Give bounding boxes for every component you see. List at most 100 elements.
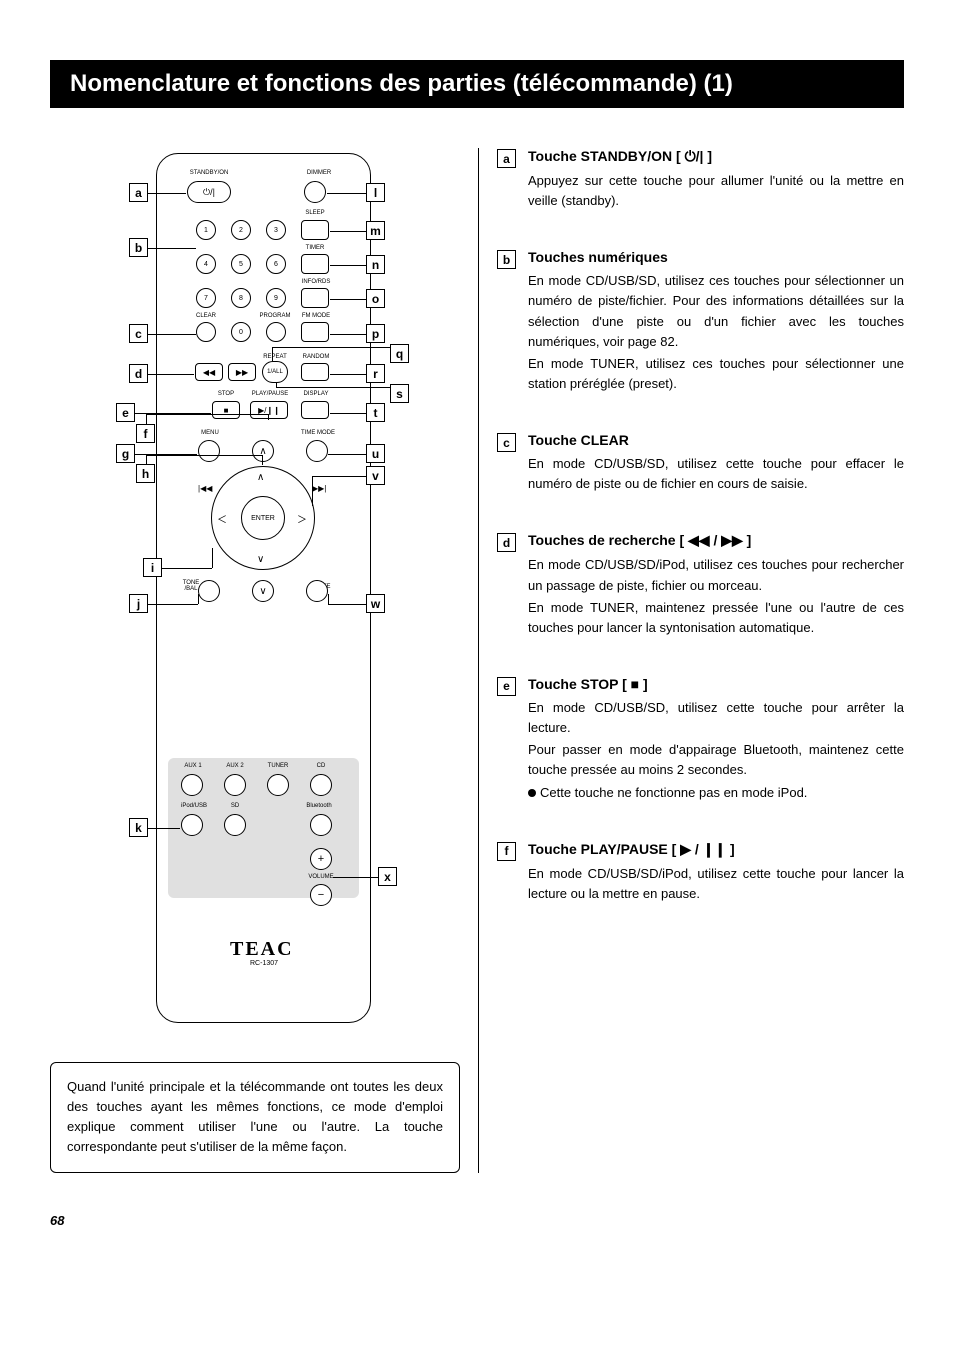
sd-label: SD xyxy=(225,803,245,809)
fm-mode-button[interactable] xyxy=(301,322,329,342)
cl-s-line xyxy=(276,387,390,388)
random-button[interactable] xyxy=(301,363,329,381)
bluetooth-label: Bluetooth xyxy=(299,803,339,809)
standby-on-button[interactable]: ⏻/| xyxy=(187,181,231,203)
section-c-label: c xyxy=(497,433,516,452)
display-button[interactable] xyxy=(301,401,329,419)
repeat-button[interactable]: 1/ALL xyxy=(262,361,288,383)
timer-button[interactable] xyxy=(301,254,329,274)
cd-button[interactable] xyxy=(310,774,332,796)
cl-q-vline2 xyxy=(272,347,273,361)
callout-u: u xyxy=(366,444,385,463)
cl-q-vline xyxy=(390,347,391,355)
tone-bal-button[interactable] xyxy=(198,580,220,602)
program-label: PROGRAM xyxy=(255,313,295,319)
mute-button[interactable] xyxy=(306,580,328,602)
cl-o-line xyxy=(330,299,366,300)
forward-button[interactable]: ▶▶ xyxy=(228,363,256,381)
cl-m-line xyxy=(330,231,366,232)
num-8[interactable]: 8 xyxy=(231,288,251,308)
cl-d-line xyxy=(148,374,194,375)
ipod-usb-button[interactable] xyxy=(181,814,203,836)
prev-track-icon: |◀◀ xyxy=(198,484,212,493)
cl-r-line xyxy=(330,374,366,375)
nav-left-icon: ＜ xyxy=(217,511,227,526)
callout-l: l xyxy=(366,183,385,202)
note-box: Quand l'unité principale et la télécomma… xyxy=(50,1062,460,1173)
num-7[interactable]: 7 xyxy=(196,288,216,308)
cl-t-line xyxy=(330,413,366,414)
enter-button[interactable]: ENTER xyxy=(241,496,285,540)
cl-h-vline2 xyxy=(262,455,263,465)
next-track-icon: ▶▶| xyxy=(312,484,326,493)
num-3[interactable]: 3 xyxy=(266,220,286,240)
cl-i-vline xyxy=(212,548,213,568)
cl-k-line xyxy=(148,828,180,829)
remote-diagram: STANDBY/ON DIMMER ⏻/| SLEEP 1 2 3 TIMER … xyxy=(50,148,460,1038)
program-button[interactable] xyxy=(266,322,286,342)
num-5[interactable]: 5 xyxy=(231,254,251,274)
fm-mode-label: FM MODE xyxy=(296,313,336,319)
time-mode-label: TIME MODE xyxy=(296,430,340,436)
cl-f-vline2 xyxy=(268,414,269,420)
num-0[interactable]: 0 xyxy=(231,322,251,342)
num-9[interactable]: 9 xyxy=(266,288,286,308)
cl-x-line xyxy=(333,877,378,878)
rewind-button[interactable]: ◀◀ xyxy=(195,363,223,381)
sleep-button[interactable] xyxy=(301,220,329,240)
dimmer-label: DIMMER xyxy=(299,170,339,176)
section-a: a Touche STANDBY/ON [ ⏻/| ] Appuyez sur … xyxy=(497,148,904,213)
nav-down-button[interactable]: ∨ xyxy=(252,580,274,602)
callout-h: h xyxy=(136,464,155,483)
clear-button[interactable] xyxy=(196,322,216,342)
volume-down-button[interactable]: − xyxy=(310,884,332,906)
cl-j-line xyxy=(148,604,198,605)
repeat-label: REPEAT xyxy=(260,354,290,360)
stop-button[interactable]: ■ xyxy=(212,401,240,419)
section-b: b Touches numériques En mode CD/USB/SD, … xyxy=(497,249,904,396)
section-c-body: En mode CD/USB/SD, utilisez cette touche… xyxy=(528,454,904,494)
bluetooth-button[interactable] xyxy=(310,814,332,836)
cl-u-line xyxy=(328,454,366,455)
aux1-button[interactable] xyxy=(181,774,203,796)
section-c-title: Touche CLEAR xyxy=(528,432,904,448)
num-4[interactable]: 4 xyxy=(196,254,216,274)
callout-e: e xyxy=(116,403,135,422)
num-1[interactable]: 1 xyxy=(196,220,216,240)
callout-v: v xyxy=(366,466,385,485)
play-pause-button[interactable]: ▶/❙❙ xyxy=(250,401,288,419)
stop-label: STOP xyxy=(212,391,240,397)
play-pause-label: PLAY/PAUSE xyxy=(245,391,295,397)
section-b-title: Touches numériques xyxy=(528,249,904,265)
nav-right-icon: ＞ xyxy=(297,511,307,526)
time-mode-button[interactable] xyxy=(306,440,328,462)
info-rds-label: INFO/RDS xyxy=(297,279,335,285)
dimmer-button[interactable] xyxy=(304,181,326,203)
nav-up-button[interactable]: ∧ xyxy=(252,440,274,462)
aux2-button[interactable] xyxy=(224,774,246,796)
sd-button[interactable] xyxy=(224,814,246,836)
remote-model: RC-1307 xyxy=(250,960,278,967)
section-d-body: En mode CD/USB/SD/iPod, utilisez ces tou… xyxy=(528,555,904,595)
volume-up-button[interactable]: + xyxy=(310,848,332,870)
menu-button[interactable] xyxy=(198,440,220,462)
section-f: f Touche PLAY/PAUSE [ ▶ / ❙❙ ] En mode C… xyxy=(497,841,904,906)
callout-c: c xyxy=(129,324,148,343)
section-e-bullet: Cette touche ne fonctionne pas en mode i… xyxy=(540,785,807,800)
cl-f-vline xyxy=(146,414,147,424)
num-2[interactable]: 2 xyxy=(231,220,251,240)
callout-g: g xyxy=(116,444,135,463)
section-f-title: Touche PLAY/PAUSE [ ▶ / ❙❙ ] xyxy=(528,841,904,858)
section-a-body: Appuyez sur cette touche pour allumer l'… xyxy=(528,171,904,211)
callout-r: r xyxy=(366,364,385,383)
callout-d: d xyxy=(129,364,148,383)
section-e-label: e xyxy=(497,677,516,696)
cl-n-line xyxy=(330,265,366,266)
display-label: DISPLAY xyxy=(298,391,334,397)
callout-t: t xyxy=(366,403,385,422)
num-6[interactable]: 6 xyxy=(266,254,286,274)
callout-n: n xyxy=(366,255,385,274)
timer-label: TIMER xyxy=(301,245,329,251)
info-rds-button[interactable] xyxy=(301,288,329,308)
tuner-button[interactable] xyxy=(267,774,289,796)
